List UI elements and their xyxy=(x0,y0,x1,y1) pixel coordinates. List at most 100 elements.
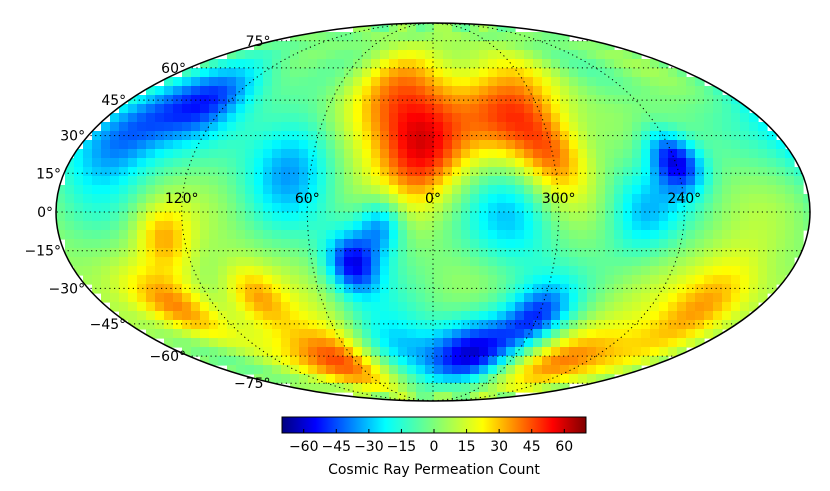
sky-cell xyxy=(695,140,705,150)
sky-cell xyxy=(461,59,471,69)
sky-cell xyxy=(452,140,462,150)
sky-cell xyxy=(443,122,453,132)
sky-cell xyxy=(344,41,354,51)
sky-cell xyxy=(569,248,579,258)
sky-cell xyxy=(596,122,606,132)
sky-cell xyxy=(434,248,444,258)
sky-cell xyxy=(488,158,498,168)
sky-cell xyxy=(317,104,327,114)
sky-cell xyxy=(407,131,417,141)
sky-cell xyxy=(443,86,453,96)
sky-cell xyxy=(461,194,471,204)
sky-cell xyxy=(767,275,777,285)
sky-cell xyxy=(416,284,426,294)
sky-cell xyxy=(659,104,669,114)
sky-cell xyxy=(560,176,570,186)
sky-cell xyxy=(560,149,570,159)
sky-cell xyxy=(263,68,273,78)
sky-cell xyxy=(767,248,777,258)
sky-cell xyxy=(254,338,264,348)
sky-cell xyxy=(146,302,156,312)
sky-cell xyxy=(767,140,777,150)
sky-cell xyxy=(596,293,606,303)
sky-cell xyxy=(290,230,300,240)
sky-cell xyxy=(434,293,444,303)
sky-cell xyxy=(542,347,552,357)
sky-cell xyxy=(326,374,336,384)
latitude-label: −15° xyxy=(24,244,61,260)
sky-cell xyxy=(479,266,489,276)
sky-cell xyxy=(371,140,381,150)
sky-cell xyxy=(65,185,75,195)
sky-cell xyxy=(650,95,660,105)
sky-cell xyxy=(479,77,489,87)
sky-cell xyxy=(731,203,741,213)
sky-cell xyxy=(560,95,570,105)
sky-cell xyxy=(686,311,696,321)
sky-cell xyxy=(326,311,336,321)
sky-cell xyxy=(371,284,381,294)
sky-cell xyxy=(470,257,480,267)
sky-cell xyxy=(380,86,390,96)
sky-cell xyxy=(560,356,570,366)
colorbar-tick-label: 15 xyxy=(458,439,476,455)
sky-cell xyxy=(533,221,543,231)
sky-cell xyxy=(560,311,570,321)
sky-cell xyxy=(776,212,786,222)
sky-cell xyxy=(731,122,741,132)
sky-cell xyxy=(569,77,579,87)
sky-cell xyxy=(209,95,219,105)
sky-cell xyxy=(659,248,669,258)
sky-cell xyxy=(272,68,282,78)
sky-cell xyxy=(398,140,408,150)
sky-cell xyxy=(614,131,624,141)
sky-cell xyxy=(659,266,669,276)
sky-cell xyxy=(515,122,525,132)
sky-cell xyxy=(362,23,372,33)
sky-cell xyxy=(398,212,408,222)
sky-cell xyxy=(578,320,588,330)
longitude-label: 120° xyxy=(165,191,199,207)
sky-cell xyxy=(317,77,327,87)
sky-cell xyxy=(587,266,597,276)
sky-cell xyxy=(461,293,471,303)
sky-cell xyxy=(452,167,462,177)
sky-cell xyxy=(677,68,687,78)
sky-cell xyxy=(326,167,336,177)
sky-cell xyxy=(254,203,264,213)
sky-cell xyxy=(434,122,444,132)
sky-cell xyxy=(524,41,534,51)
sky-cell xyxy=(542,239,552,249)
sky-cell xyxy=(146,194,156,204)
sky-cell xyxy=(182,320,192,330)
sky-cell xyxy=(722,302,732,312)
sky-cell xyxy=(740,239,750,249)
sky-cell xyxy=(461,113,471,123)
sky-cell xyxy=(236,320,246,330)
sky-cell xyxy=(371,257,381,267)
sky-cell xyxy=(677,113,687,123)
sky-cell xyxy=(452,365,462,375)
sky-cell xyxy=(524,122,534,132)
sky-cell xyxy=(551,338,561,348)
sky-cell xyxy=(488,383,498,393)
sky-cell xyxy=(488,293,498,303)
sky-cell xyxy=(596,257,606,267)
sky-cell xyxy=(308,50,318,60)
sky-cell xyxy=(569,221,579,231)
sky-cell xyxy=(443,383,453,393)
sky-cell xyxy=(263,284,273,294)
sky-cell xyxy=(677,77,687,87)
sky-cell xyxy=(686,122,696,132)
sky-cell xyxy=(443,185,453,195)
sky-cell xyxy=(767,257,777,267)
sky-cell xyxy=(596,59,606,69)
sky-cell xyxy=(497,374,507,384)
sky-cell xyxy=(191,68,201,78)
sky-cell xyxy=(425,221,435,231)
sky-cell xyxy=(488,131,498,141)
sky-cell xyxy=(218,347,228,357)
sky-cell xyxy=(263,374,273,384)
sky-cell xyxy=(614,266,624,276)
sky-cell xyxy=(362,77,372,87)
